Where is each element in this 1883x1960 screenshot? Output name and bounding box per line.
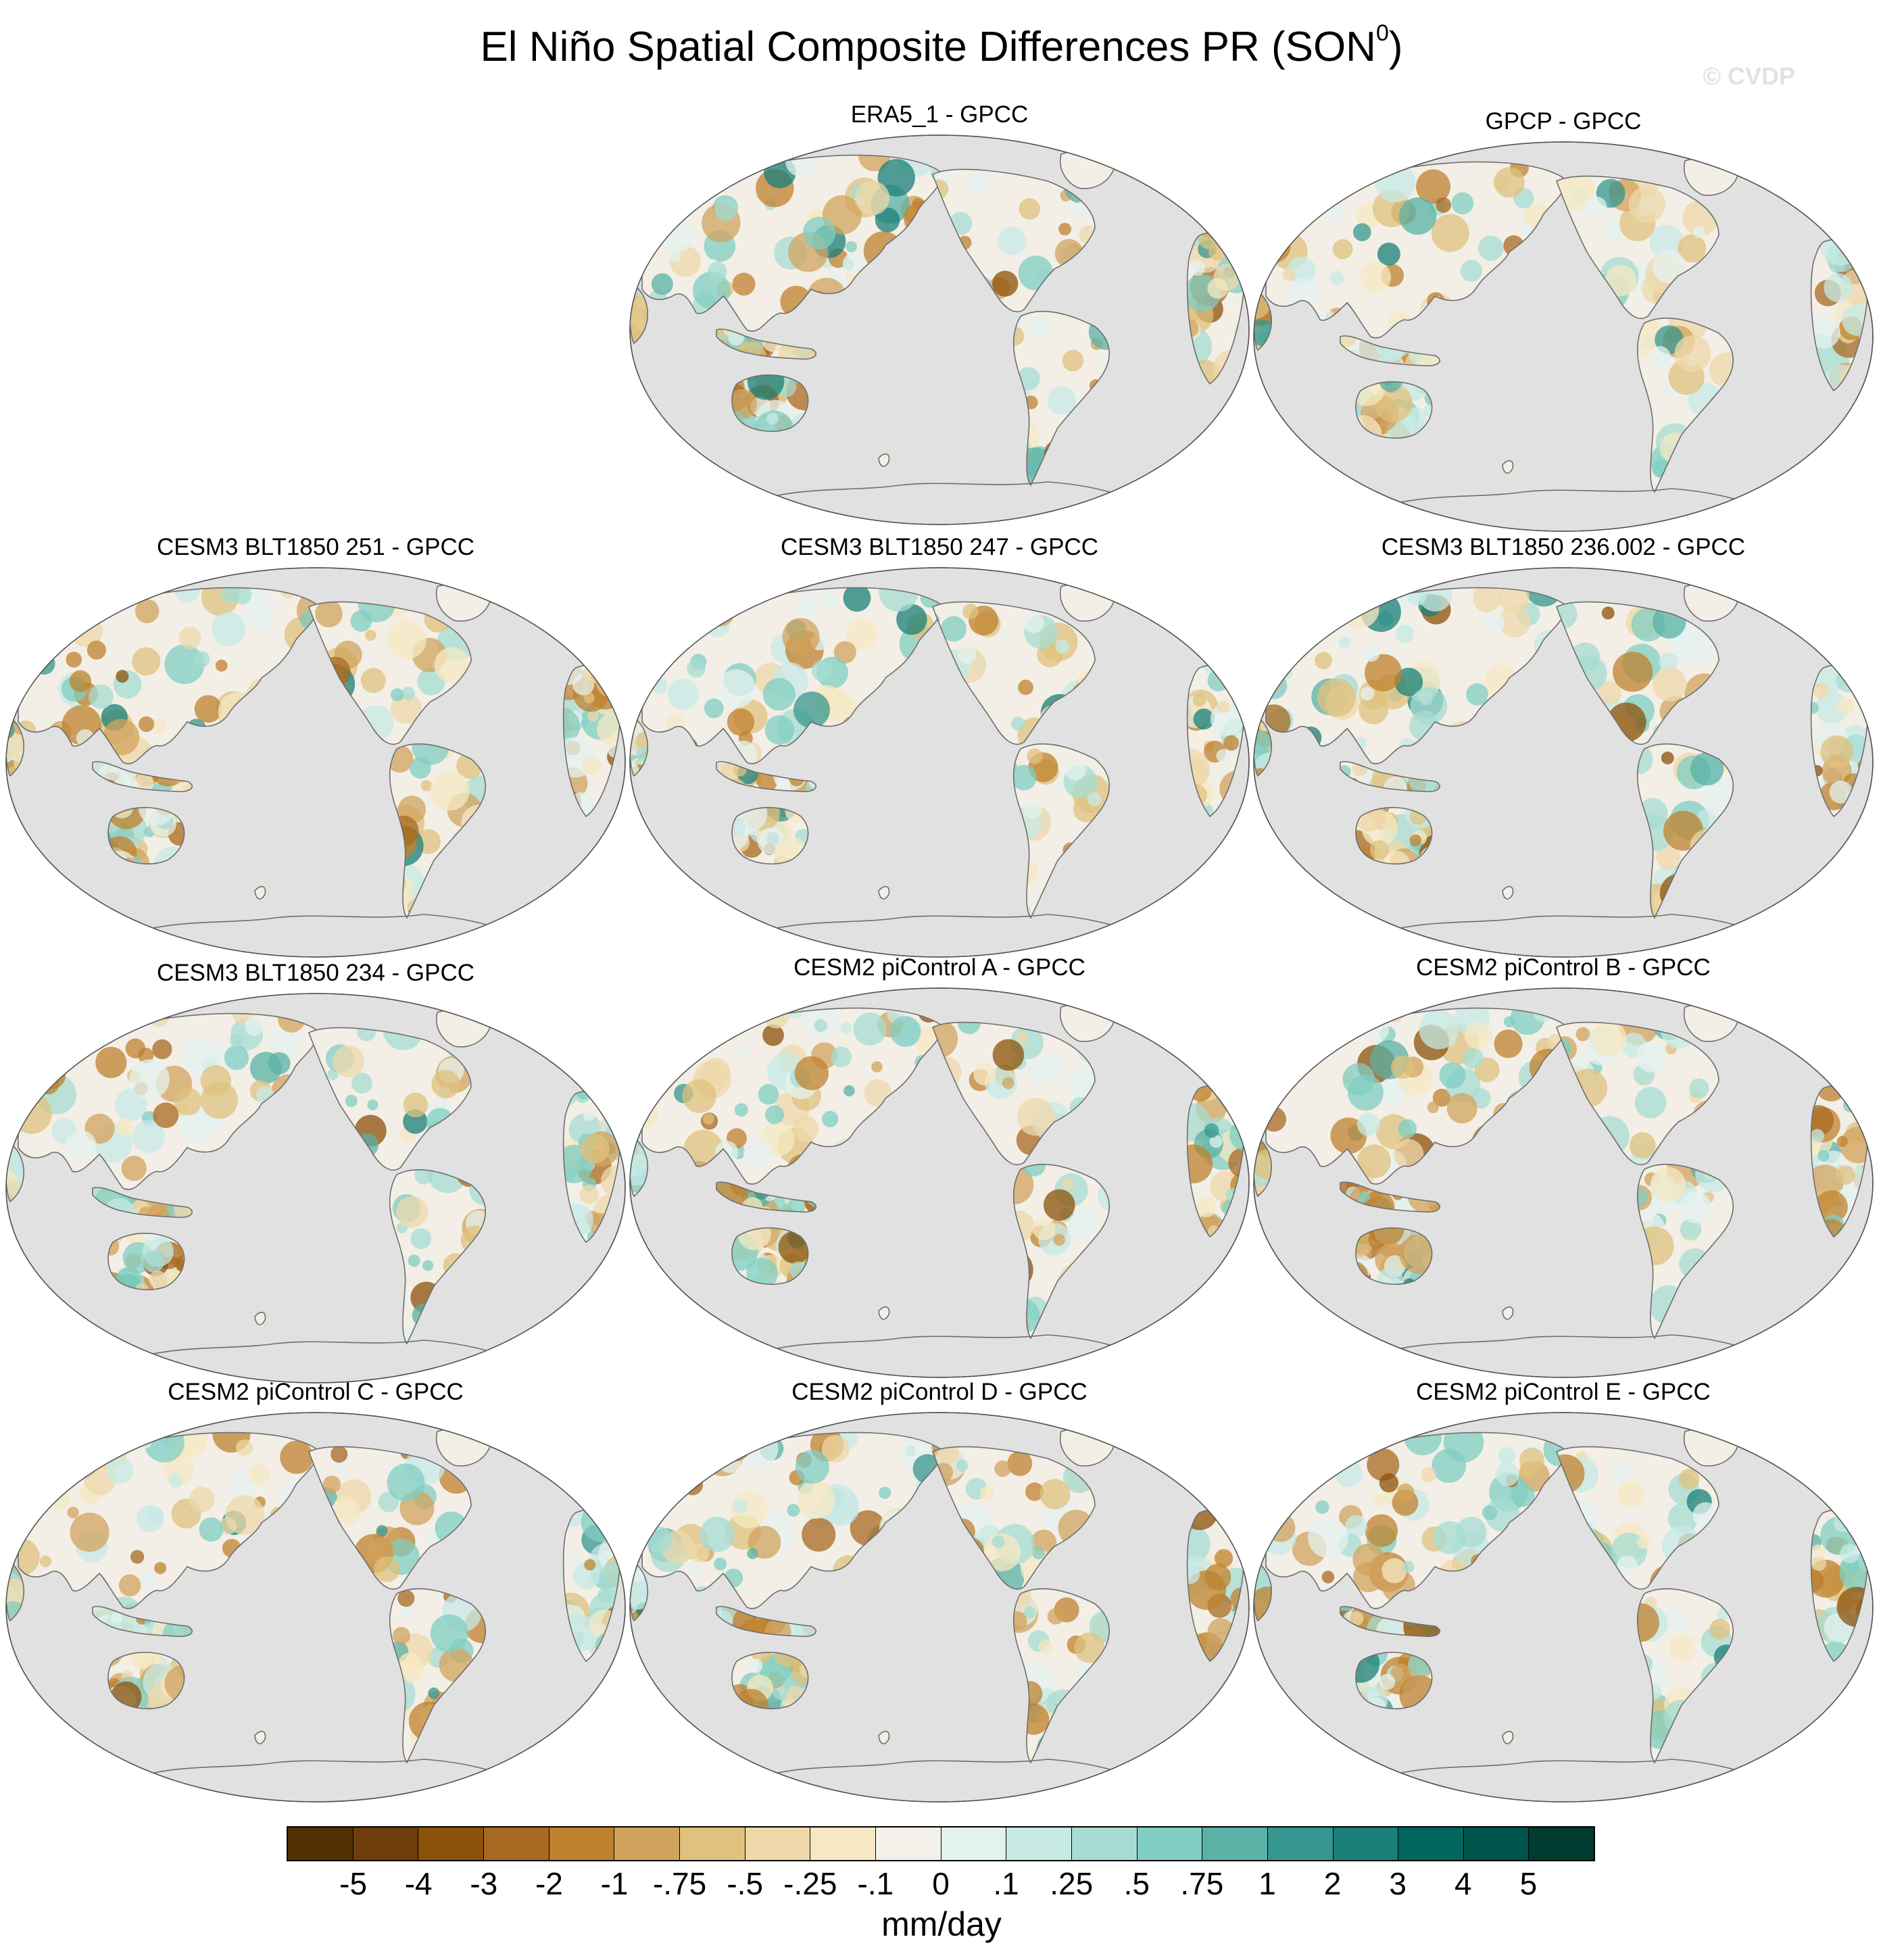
map-panel: CESM3 BLT1850 251 - GPCC [5, 534, 627, 966]
map-panel: CESM2 piControl D - GPCC [629, 1379, 1250, 1811]
panel-title: CESM3 BLT1850 234 - GPCC [156, 960, 475, 986]
world-map [629, 1412, 1250, 1803]
colorbar-tick-label: -.1 [857, 1866, 894, 1901]
map-panel: CESM2 piControl E - GPCC [1252, 1379, 1874, 1811]
colorbar-swatch [288, 1828, 353, 1860]
colorbar-swatch [875, 1828, 942, 1860]
colorbar-units: mm/day [881, 1905, 1002, 1943]
world-map [5, 567, 626, 958]
land-nz [255, 1312, 266, 1325]
colorbar-swatch [941, 1828, 1007, 1860]
land-nz [879, 454, 889, 466]
panel-title: ERA5_1 - GPCC [850, 101, 1029, 128]
colorbar-tick-label: .75 [1180, 1866, 1224, 1901]
figure-title: El Niño Spatial Composite Differences PR… [480, 20, 1403, 70]
colorbar-tick-label: -5 [339, 1866, 368, 1901]
panel-title: CESM2 piControl C - GPCC [168, 1379, 464, 1405]
world-map [1253, 1412, 1874, 1803]
colorbar-swatch [1398, 1828, 1464, 1860]
colorbar-swatch [745, 1828, 811, 1860]
map-panel: CESM2 piControl C - GPCC [5, 1379, 627, 1811]
world-map [1253, 567, 1874, 958]
colorbar-swatch [549, 1828, 615, 1860]
world-map [629, 987, 1250, 1378]
antarctica-coastline [750, 1759, 1143, 1780]
colorbar-tick-label: .5 [1123, 1866, 1150, 1901]
map-panel: CESM3 BLT1850 234 - GPCC [5, 960, 627, 1392]
colorbar-swatch [1267, 1828, 1334, 1860]
antarctica-coastline [126, 914, 519, 935]
map-panel: CESM3 BLT1850 236.002 - GPCC [1252, 534, 1874, 966]
panel-title: CESM3 BLT1850 247 - GPCC [780, 534, 1099, 560]
antarctica-coastline [750, 914, 1143, 935]
antarctica-coastline [1373, 1759, 1767, 1780]
antarctica-coastline [750, 1334, 1143, 1356]
colorbar-tick-label: -.5 [727, 1866, 764, 1901]
cvdp-watermark: © CVDP [1703, 62, 1795, 90]
colorbar-tick-label: 3 [1389, 1866, 1407, 1901]
colorbar-swatch [1071, 1828, 1138, 1860]
colorbar-swatch [1202, 1828, 1268, 1860]
panel-title: CESM3 BLT1850 236.002 - GPCC [1381, 534, 1746, 560]
land-nz [255, 886, 266, 899]
world-map [1253, 141, 1874, 532]
colorbar-swatch [1006, 1828, 1072, 1860]
world-map [629, 134, 1250, 525]
map-panel: CESM2 piControl B - GPCC [1252, 954, 1874, 1387]
colorbar-swatch [353, 1828, 419, 1860]
land-nz [1502, 886, 1513, 899]
colorbar-tick-label: -.75 [652, 1866, 707, 1901]
colorbar-tick-label: 4 [1454, 1866, 1472, 1901]
panel-title: CESM2 piControl E - GPCC [1416, 1379, 1711, 1405]
map-panel: CESM2 piControl A - GPCC [629, 954, 1250, 1387]
land-nz [879, 1731, 889, 1744]
antarctica-coastline [1373, 914, 1767, 935]
land-nz [1502, 1731, 1513, 1744]
land-nz [1502, 1306, 1513, 1319]
colorbar-tick-label: -4 [404, 1866, 433, 1901]
colorbar-swatch [418, 1828, 484, 1860]
antarctica-coastline [1373, 1334, 1767, 1356]
colorbar-swatch [1333, 1828, 1399, 1860]
colorbar-swatch [679, 1828, 745, 1860]
colorbar-tick-label: 2 [1323, 1866, 1342, 1901]
colorbar-tick-label: 5 [1519, 1866, 1538, 1901]
world-map [5, 993, 626, 1383]
colorbar-tick-label: -.25 [783, 1866, 837, 1901]
colorbar-swatch [1463, 1828, 1530, 1860]
panel-title: CESM2 piControl B - GPCC [1416, 954, 1711, 981]
land-nz [255, 1731, 266, 1744]
colorbar-swatch [810, 1828, 876, 1860]
colorbar-tick-label: 0 [932, 1866, 950, 1901]
antarctica-coastline [126, 1759, 519, 1780]
colorbar-tick-label: -3 [470, 1866, 498, 1901]
map-panel: ERA5_1 - GPCC [629, 101, 1250, 534]
land-nz [1502, 460, 1513, 473]
world-map [629, 567, 1250, 958]
land-nz [879, 1306, 889, 1319]
colorbar-tick-label: 1 [1258, 1866, 1276, 1901]
panel-title: GPCP - GPCC [1485, 108, 1642, 134]
colorbar-swatch [1529, 1828, 1594, 1860]
colorbar-swatch [483, 1828, 549, 1860]
colorbar [287, 1826, 1595, 1861]
colorbar-tick-label: -1 [600, 1866, 629, 1901]
land-namerica [309, 602, 471, 745]
world-map [1253, 987, 1874, 1378]
world-map [5, 1412, 626, 1803]
panel-title: CESM2 piControl D - GPCC [791, 1379, 1087, 1405]
antarctica-coastline [126, 1340, 519, 1361]
colorbar-tick-label: .25 [1050, 1866, 1094, 1901]
land-nz [879, 886, 889, 899]
map-panel: GPCP - GPCC [1252, 108, 1874, 541]
map-panel: CESM3 BLT1850 247 - GPCC [629, 534, 1250, 966]
antarctica-coastline [750, 481, 1143, 503]
colorbar-tick-label: -2 [535, 1866, 563, 1901]
panel-title: CESM3 BLT1850 251 - GPCC [156, 534, 475, 560]
colorbar-swatch [1137, 1828, 1203, 1860]
panel-title: CESM2 piControl A - GPCC [793, 954, 1085, 981]
colorbar-swatch [614, 1828, 680, 1860]
colorbar-tick-label: .1 [993, 1866, 1019, 1901]
antarctica-coastline [1373, 488, 1767, 510]
